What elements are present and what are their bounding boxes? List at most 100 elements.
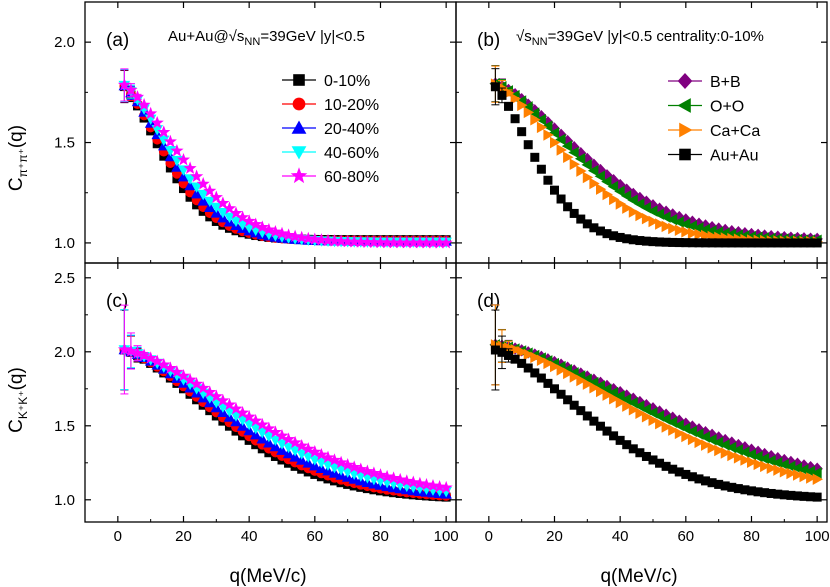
data-point — [681, 226, 692, 238]
data-point — [556, 194, 566, 204]
data-point — [314, 447, 328, 461]
data-point — [765, 454, 776, 467]
panel-c-xtick-label: 100 — [434, 528, 459, 545]
data-point — [576, 406, 586, 416]
data-point — [569, 371, 581, 383]
data-point — [700, 439, 712, 451]
data-point — [288, 229, 302, 243]
data-point — [190, 182, 203, 193]
data-point — [594, 170, 606, 183]
data-point — [595, 385, 607, 398]
data-point — [582, 411, 592, 421]
x-axis-label-left: q(MeV/c) — [229, 566, 306, 587]
data-point — [400, 474, 414, 487]
data-point — [628, 403, 640, 416]
data-point — [517, 127, 527, 137]
data-point — [668, 222, 679, 235]
data-point — [203, 184, 217, 197]
data-point — [255, 417, 269, 431]
data-point — [295, 454, 308, 465]
data-point — [222, 397, 237, 411]
data-point — [209, 190, 223, 204]
legend-label: Ca+Ca — [710, 123, 760, 140]
series-c-2 — [118, 309, 452, 499]
data-point — [556, 144, 567, 156]
panel-b: (b) B+B O+O Ca+Ca Au+Au — [455, 1, 828, 264]
data-point — [602, 188, 613, 201]
data-point — [595, 183, 607, 195]
data-point — [184, 174, 196, 185]
data-point — [779, 465, 791, 478]
data-point — [614, 185, 625, 198]
data-point — [209, 389, 223, 403]
data-point — [655, 218, 666, 230]
data-point — [641, 410, 653, 423]
data-point — [556, 364, 567, 376]
data-point — [627, 396, 638, 409]
data-point — [582, 378, 594, 390]
data-point — [413, 476, 427, 490]
data-point — [517, 358, 527, 368]
data-point — [620, 393, 632, 406]
panel-d-frame — [455, 262, 828, 523]
data-point — [197, 195, 209, 206]
panel-a-ytick-label: 1.5 — [54, 135, 75, 152]
series-d-3 — [490, 309, 822, 502]
data-point — [176, 152, 191, 166]
data-point — [170, 143, 184, 157]
data-point — [190, 377, 204, 390]
legend-marker — [677, 98, 691, 113]
data-point — [607, 180, 619, 193]
panel-c-ytick-label: 1.5 — [54, 418, 75, 435]
panel-a-ytick-label: 2.0 — [54, 34, 75, 51]
data-point — [668, 424, 679, 436]
series-d-0 — [489, 304, 823, 475]
data-point — [549, 360, 561, 373]
data-point — [243, 424, 255, 436]
legend-label: 60-80% — [324, 169, 379, 186]
data-point — [602, 389, 613, 401]
data-point — [190, 188, 203, 199]
data-point — [360, 464, 374, 477]
data-point — [627, 194, 638, 206]
data-point — [569, 158, 581, 171]
data-point — [197, 189, 209, 201]
data-point — [648, 414, 659, 427]
data-point — [753, 458, 764, 471]
data-point — [150, 115, 164, 129]
data-point — [528, 107, 540, 119]
y-axis-label-bottom: CK⁺K⁺(q) — [6, 367, 30, 433]
data-point — [581, 159, 592, 171]
data-point — [687, 433, 699, 446]
data-point — [196, 177, 210, 190]
data-point — [799, 470, 810, 483]
panel-b-legend: B+B O+O Ca+Ca Au+Au — [668, 72, 760, 165]
legend-marker — [679, 122, 693, 138]
panel-a-legend: 0-10% 10-20% 20-40% 40-60% 60-80% — [282, 73, 379, 186]
data-point — [321, 233, 335, 247]
panel-c-ytick-label: 2.0 — [54, 344, 75, 361]
data-point — [582, 171, 594, 184]
data-point — [124, 344, 138, 357]
panel-d: 0 20 40 60 80 100 (d) — [455, 262, 830, 545]
panel-c-xtick-label: 40 — [241, 528, 258, 545]
data-point — [543, 378, 553, 388]
data-point — [542, 120, 553, 133]
series-c-4 — [117, 304, 453, 494]
data-point — [163, 361, 177, 374]
data-point — [373, 468, 388, 481]
panel-d-xtick-label: 80 — [743, 528, 760, 545]
panel-c-ytick-label: 1.0 — [54, 492, 75, 509]
data-point — [229, 206, 243, 219]
data-point — [563, 151, 574, 164]
legend-label: 10-20% — [324, 97, 379, 114]
data-point — [301, 231, 315, 245]
data-point — [576, 374, 587, 387]
svg-text:CK⁺K⁺(q): CK⁺K⁺(q) — [6, 367, 30, 433]
data-point — [661, 421, 673, 433]
data-point — [210, 202, 223, 214]
panel-b-tag: (b) — [477, 30, 500, 51]
data-point — [157, 125, 171, 138]
data-point — [249, 413, 263, 427]
data-point — [137, 98, 151, 111]
